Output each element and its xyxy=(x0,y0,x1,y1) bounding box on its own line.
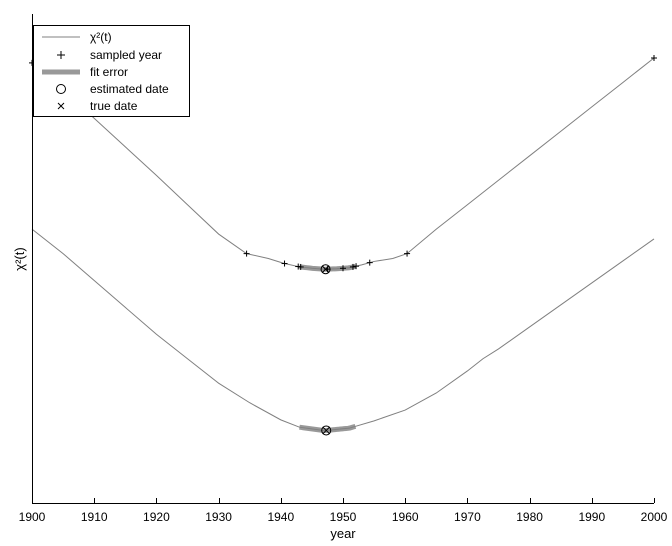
legend: χ²(t) sampled year fit error estimated d… xyxy=(33,25,190,117)
lower-chi2-curve xyxy=(31,228,655,432)
x-tick-label: 1960 xyxy=(392,510,419,524)
x-tick-label: 1970 xyxy=(454,510,481,524)
x-tick-label: 1900 xyxy=(19,510,46,524)
x-tick-label: 1990 xyxy=(578,510,605,524)
legend-label-fit-error: fit error xyxy=(90,65,128,79)
lower-estimated-date-marker xyxy=(321,425,332,436)
upper-sampled-marker xyxy=(281,260,288,267)
upper-sampled-marker xyxy=(651,55,657,62)
upper-true-date-marker xyxy=(321,265,330,274)
legend-label-true: true date xyxy=(90,99,138,113)
lower-true-date-marker xyxy=(322,426,331,435)
upper-sampled-marker xyxy=(353,263,360,270)
legend-label-curve: χ²(t) xyxy=(90,30,112,44)
upper-sampled-marker xyxy=(404,250,411,257)
x-axis-label: year xyxy=(330,526,356,541)
upper-sampled-marker xyxy=(243,250,250,257)
legend-swatch-true xyxy=(57,102,65,110)
x-tick-label: 1920 xyxy=(143,510,170,524)
legend-swatch-sampled xyxy=(57,51,65,59)
x-tick-label: 1930 xyxy=(205,510,232,524)
legend-swatch-estimated xyxy=(56,84,66,94)
upper-sampled-marker xyxy=(349,263,356,270)
x-tick-label: 2000 xyxy=(641,510,668,524)
legend-label-sampled: sampled year xyxy=(90,48,162,62)
upper-sampled-marker xyxy=(340,265,346,272)
x-tick-label: 1910 xyxy=(81,510,108,524)
upper-sampled-marker xyxy=(297,263,304,270)
x-ticks: 1900 1910 1920 1930 1940 1950 1960 1970 1980 1990… xyxy=(19,498,668,524)
axes-layer xyxy=(32,14,654,504)
legend-label-estimated: estimated date xyxy=(90,82,169,96)
upper-sampled-marker xyxy=(366,259,373,266)
upper-estimated-date-marker xyxy=(320,264,331,275)
x-tick-label: 1980 xyxy=(516,510,543,524)
upper-chi2-curve xyxy=(31,57,655,270)
y-axis-label: χ²(t) xyxy=(12,247,27,270)
x-tick-label: 1940 xyxy=(267,510,294,524)
x-tick-label: 1950 xyxy=(330,510,357,524)
